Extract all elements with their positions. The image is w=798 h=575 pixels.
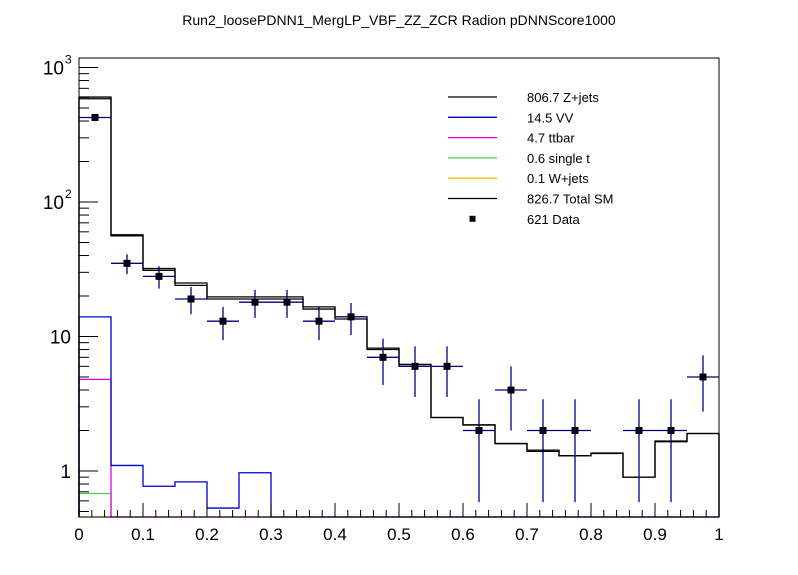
y-tick-label: 10 [43, 193, 64, 214]
data-point [155, 272, 163, 280]
x-tick-label: 0.7 [515, 525, 539, 544]
x-tick-label: 0.9 [643, 525, 667, 544]
data-point [571, 427, 579, 435]
y-tick-label: 10 [50, 328, 71, 349]
data-point [219, 317, 227, 325]
data-point [251, 298, 259, 306]
legend-label-vv: 14.5 VV [527, 110, 574, 125]
hist-ttbar [78, 378, 719, 518]
x-tick-label: 0.2 [195, 525, 219, 544]
x-tick-label: 0.3 [259, 525, 283, 544]
legend-label-z-jets: 806.7 Z+jets [527, 90, 599, 105]
data-point [123, 259, 131, 267]
legend-label-data: 621 Data [527, 212, 581, 227]
legend-label-w-jets: 0.1 W+jets [527, 171, 589, 186]
data-point [539, 427, 547, 435]
data-point [91, 113, 99, 121]
y-tick-exponent: 2 [65, 187, 72, 201]
data-point [347, 313, 355, 321]
x-tick-label: 0.8 [579, 525, 603, 544]
data-point [507, 386, 515, 394]
data-point [443, 362, 451, 370]
y-tick-label: 1 [60, 462, 71, 483]
x-tick-label: 0.4 [323, 525, 347, 544]
x-tick-label: 1 [714, 525, 723, 544]
x-tick-label: 0.5 [387, 525, 411, 544]
data-points [79, 113, 719, 503]
x-tick-label: 0.6 [451, 525, 475, 544]
y-tick-label: 10 [43, 59, 64, 80]
hist-total-sm [78, 96, 720, 517]
x-tick-label: 0.1 [131, 525, 155, 544]
data-point [283, 298, 291, 306]
plot-frame [78, 57, 720, 518]
hist-vv [78, 316, 719, 518]
data-point [635, 427, 643, 435]
histograms [78, 96, 720, 518]
data-point [411, 362, 419, 370]
legend-label-single-t: 0.6 single t [527, 151, 590, 166]
data-point [475, 427, 483, 435]
data-point [699, 373, 707, 381]
x-tick-label: 0 [74, 525, 83, 544]
data-point [315, 317, 323, 325]
chart-title: Run2_loosePDNN1_MergLP_VBF_ZZ_ZCR Radion… [182, 12, 616, 28]
legend: 806.7 Z+jets 14.5 VV 4.7 ttbar 0.6 single t… [448, 90, 613, 227]
y-tick-exponent: 3 [65, 53, 72, 67]
data-point [379, 353, 387, 361]
legend-marker-data [469, 215, 476, 222]
data-point [667, 427, 675, 435]
data-point [187, 295, 195, 303]
legend-label-total-sm: 826.7 Total SM [527, 192, 613, 207]
legend-label-ttbar: 4.7 ttbar [527, 131, 575, 146]
